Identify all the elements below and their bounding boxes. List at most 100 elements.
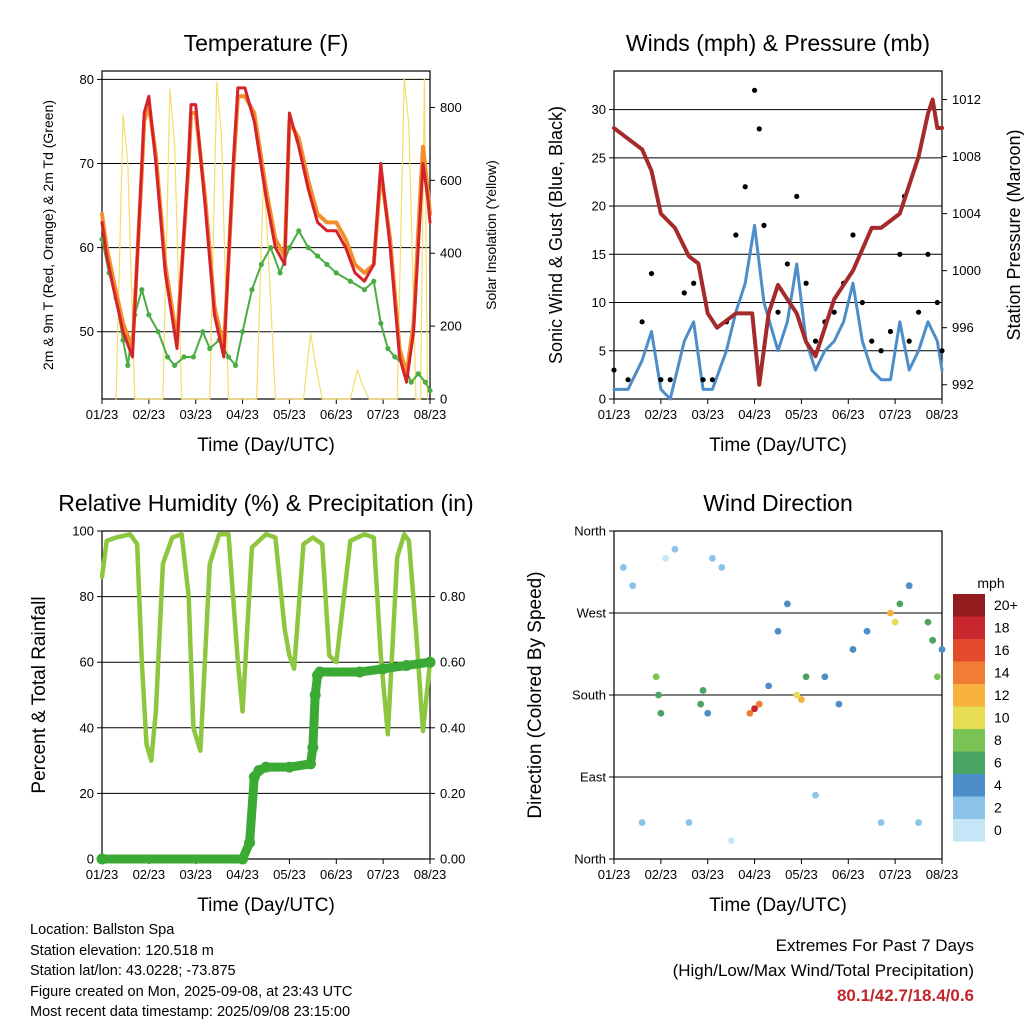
direction-point [704,709,712,717]
dewpoint-point [258,261,264,268]
chart-title: Relative Humidity (%) & Precipitation (i… [58,490,473,516]
solar-series [115,77,429,400]
direction-point [619,564,627,571]
colorbar-swatch [953,616,985,639]
y-axis-label: Percent & Total Rainfall [29,596,50,793]
chart-title: Winds (mph) & Pressure (mb) [626,30,930,56]
gust-point [611,367,617,373]
colorbar-label: 16 [994,642,1010,658]
gust-point [639,319,645,325]
rainfall-point [307,741,319,753]
x-tick-label: 08/23 [414,867,447,882]
left-tick-label: 40 [80,720,94,735]
y-axis-label: 2m & 9m T (Red, Orange) & 2m Td (Green) [40,100,56,370]
dewpoint-point [239,329,246,335]
gust-point [869,338,875,344]
dewpoint-point [155,329,161,335]
gust-point [859,299,865,306]
x-axis-label: Time (Day/UTC) [197,435,335,456]
gust-point [850,232,856,238]
dewpoint-point [232,362,239,368]
direction-point [765,682,773,690]
dewpoint-point [165,354,171,360]
colorbar-title: mph [977,575,1004,591]
colorbar-swatch [953,639,985,662]
rainfall-point [309,689,321,701]
direction-point [685,819,693,826]
direction-point [709,554,716,562]
colorbar-label: 8 [994,732,1002,748]
x-tick-label: 08/23 [926,407,959,422]
dewpoint-point [200,329,206,335]
direction-point [938,646,946,653]
direction-point [863,627,871,635]
direction-point [891,618,899,626]
direction-point [793,691,801,699]
dewpoint-point [378,320,384,326]
gust-point [878,348,884,354]
x-axis-label: Time (Day/UTC) [709,895,847,916]
direction-point [755,700,763,708]
left-tick-label: North [574,852,606,867]
direction-point [751,705,758,713]
direction-point [802,673,810,681]
direction-point [727,837,735,845]
x-tick-label: 05/23 [785,407,818,422]
gust-point [925,251,931,257]
dewpoint-point [139,287,145,293]
x-tick-label: 03/23 [179,407,212,422]
latest-timestamp-text: Most recent data timestamp: 2025/09/08 2… [30,1004,351,1020]
gust-point [887,328,894,335]
gust-point [831,309,837,315]
y2-axis-label: Solar Insolation (Yellow) [483,160,499,310]
dewpoint-point [207,345,213,352]
dewpoint-point [277,270,283,276]
dewpoint-point [225,354,232,360]
latlon-text: Station lat/lon: 43.0228; -73.875 [30,963,236,979]
gust-point [742,184,748,190]
rainfall-point [377,663,389,675]
x-tick-label: 05/23 [273,407,306,422]
left-tick-label: 0 [599,392,606,407]
x-tick-label: 02/23 [133,407,166,422]
dewpoint-point [286,245,293,251]
left-tick-label: 60 [80,240,94,255]
right-tick-label: 0.40 [440,720,465,735]
direction-point [812,791,819,799]
x-tick-label: 07/23 [879,407,912,422]
right-tick-label: 800 [440,100,462,115]
x-tick-label: 08/23 [926,867,959,882]
x-tick-label: 03/23 [691,867,724,882]
gust-point [751,87,758,93]
x-tick-label: 06/23 [832,407,865,422]
dewpoint-point [408,379,414,385]
dewpoint-point [190,354,196,360]
gust-point [761,222,767,228]
right-tick-label: 0.80 [440,589,465,604]
colorbar-swatch [953,661,985,684]
dewpoint-point [268,245,274,251]
x-tick-label: 02/23 [645,407,678,422]
colorbar-label: 20+ [994,597,1018,613]
x-tick-label: 07/23 [367,407,400,422]
dewpoint-point [181,354,187,360]
x-tick-label: 07/23 [879,867,912,882]
wind-speed-series [612,223,944,401]
x-tick-label: 01/23 [598,407,631,422]
dewpoint-point [172,362,178,368]
gust-point [733,232,739,238]
x-tick-label: 01/23 [86,407,119,422]
dewpoint-point [296,228,302,234]
x-tick-label: 04/23 [738,407,771,422]
direction-point [697,700,705,708]
rainfall-point [237,853,249,865]
dewpoint-point [415,371,421,377]
left-tick-label: South [572,688,606,703]
gust-point [756,126,762,132]
x-tick-label: 02/23 [645,867,678,882]
right-tick-label: 1000 [952,263,981,278]
colorbar-swatch [953,774,985,797]
x-tick-label: 04/23 [226,867,259,882]
extremes-values: 80.1/42.7/18.4/0.6 [836,986,974,1005]
x-tick-label: 01/23 [598,867,631,882]
